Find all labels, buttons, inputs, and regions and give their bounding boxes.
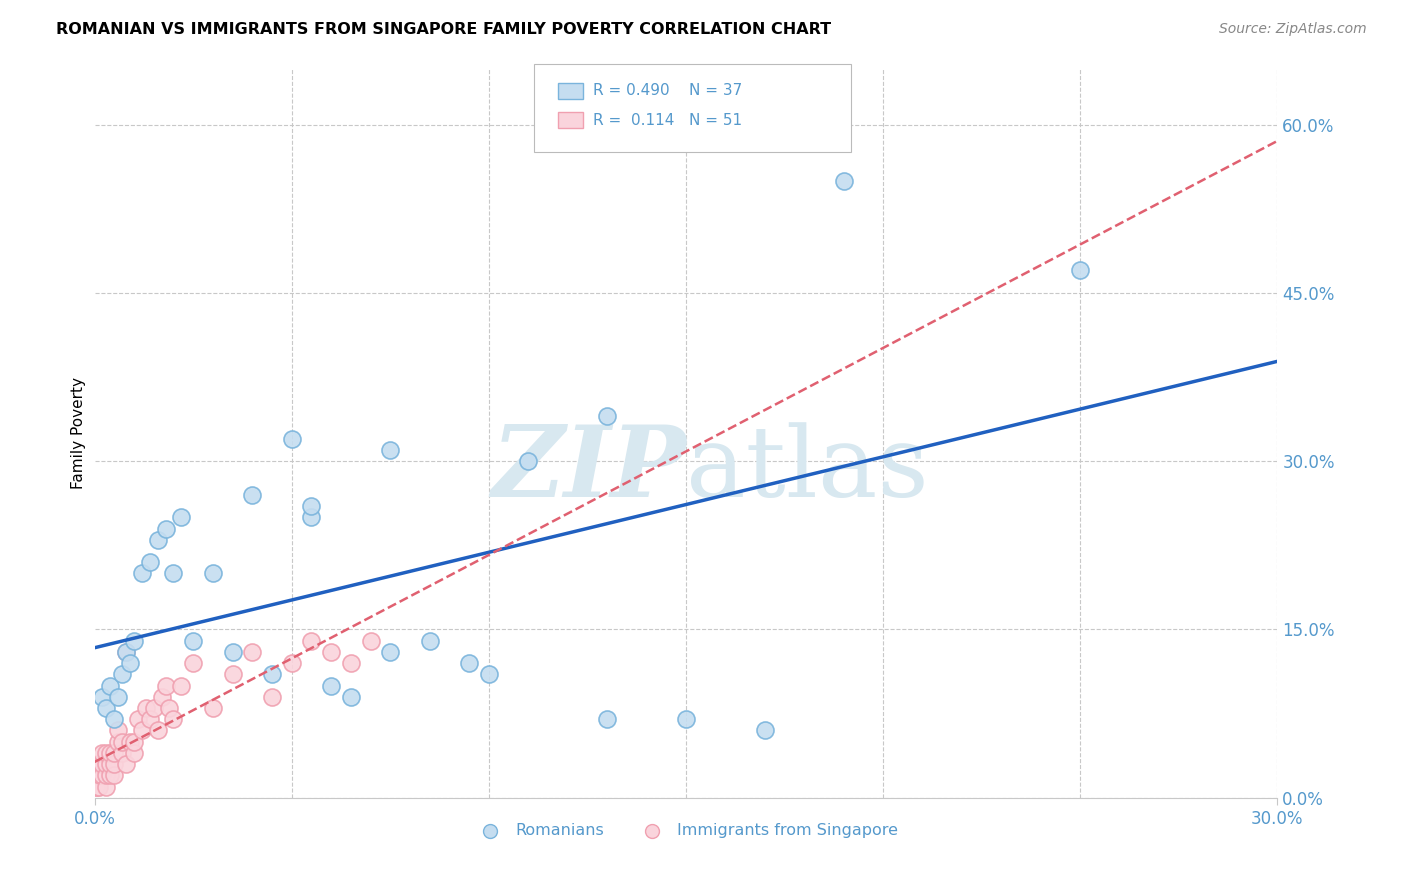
Point [150,690,173,704]
Point [89,768,111,782]
Point [131,566,153,581]
Point [260,690,283,704]
Point [596,712,619,726]
Point [84,780,107,794]
Point [181,656,204,670]
Point [131,723,153,738]
Text: atlas: atlas [686,422,929,517]
Point [96,757,118,772]
Text: R = 0.490: R = 0.490 [593,84,669,98]
Point [260,667,283,681]
Point [103,746,125,760]
Point [754,723,776,738]
Point [115,645,138,659]
Point [111,746,134,760]
Point [98,768,121,782]
Point [201,701,224,715]
Text: Source: ZipAtlas.com: Source: ZipAtlas.com [1219,22,1367,37]
Point [280,432,302,446]
Point [98,679,121,693]
Point [221,645,243,659]
Legend: Romanians, Immigrants from Singapore: Romanians, Immigrants from Singapore [467,817,904,845]
Point [107,734,129,748]
Point [419,633,441,648]
Point [142,701,165,715]
Point [127,712,149,726]
Y-axis label: Family Poverty: Family Poverty [72,377,86,489]
Text: ZIP: ZIP [491,421,686,518]
Point [91,768,114,782]
Point [170,679,193,693]
Point [111,667,134,681]
Text: N = 51: N = 51 [689,113,742,128]
Point [107,723,129,738]
Point [96,780,118,794]
Point [120,656,142,670]
Point [146,533,169,547]
Point [380,442,402,457]
Point [98,746,121,760]
Point [115,645,138,659]
Point [478,667,501,681]
Point [162,712,184,726]
Point [122,734,145,748]
Point [87,768,110,782]
Point [139,555,162,569]
Point [832,174,855,188]
Point [91,757,114,772]
Point [380,645,402,659]
Point [1069,263,1091,277]
Point [240,645,263,659]
Point [170,510,193,524]
Point [162,566,184,581]
Point [120,734,142,748]
Point [181,633,204,648]
Point [155,522,177,536]
Text: R =  0.114: R = 0.114 [593,113,675,128]
Point [87,780,110,794]
Point [155,679,177,693]
Text: N = 37: N = 37 [689,84,742,98]
Point [517,454,540,468]
Point [675,712,697,726]
Point [321,679,343,693]
Point [596,409,619,424]
Point [240,488,263,502]
Point [115,757,138,772]
Point [96,701,118,715]
Point [135,701,157,715]
Point [299,510,322,524]
Point [86,768,108,782]
Point [340,690,363,704]
Point [96,746,118,760]
Point [103,768,125,782]
Text: ROMANIAN VS IMMIGRANTS FROM SINGAPORE FAMILY POVERTY CORRELATION CHART: ROMANIAN VS IMMIGRANTS FROM SINGAPORE FA… [56,22,831,37]
Point [280,656,302,670]
Point [360,633,382,648]
Point [221,667,243,681]
Point [98,757,121,772]
Point [122,746,145,760]
Point [103,712,125,726]
Point [86,780,108,794]
Point [89,757,111,772]
Point [91,746,114,760]
Point [458,656,481,670]
Point [146,723,169,738]
Point [96,768,118,782]
Point [111,734,134,748]
Point [139,712,162,726]
Point [340,656,363,670]
Point [87,757,110,772]
Point [299,499,322,513]
Point [321,645,343,659]
Point [201,566,224,581]
Point [122,633,145,648]
Point [107,690,129,704]
Point [299,633,322,648]
Point [91,690,114,704]
Point [159,701,181,715]
Point [103,757,125,772]
